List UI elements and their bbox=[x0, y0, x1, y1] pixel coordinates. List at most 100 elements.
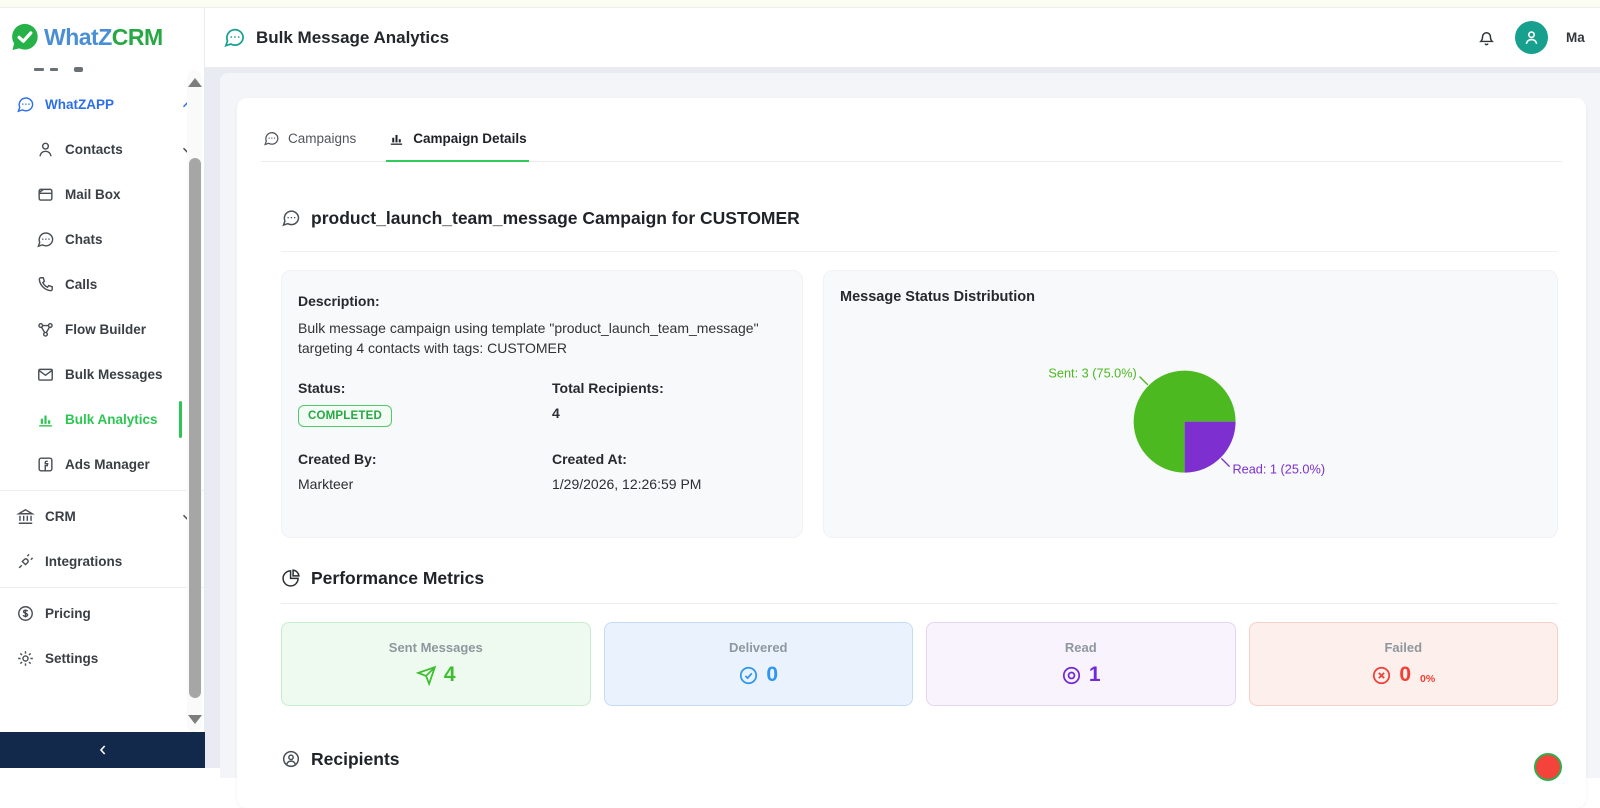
gear-icon bbox=[18, 651, 33, 666]
metric-cards: Sent Messages 4 Delivered 0 bbox=[281, 621, 1558, 706]
scrollbar-thumb[interactable] bbox=[188, 158, 201, 698]
sidebar-divider bbox=[0, 490, 204, 491]
scroll-up-arrow-icon[interactable] bbox=[188, 78, 202, 87]
chat-widget-button[interactable] bbox=[1534, 753, 1562, 781]
bell-icon[interactable] bbox=[1476, 27, 1497, 48]
chevron-left-icon bbox=[99, 745, 105, 755]
whatsapp-check-logo-icon bbox=[12, 23, 38, 50]
main-content: Campaigns Campaign Details product_launc… bbox=[205, 68, 1600, 808]
sidebar-item-whatzapp[interactable]: WhatZAPP bbox=[0, 82, 204, 127]
sidebar-item-label: Bulk Messages bbox=[65, 367, 163, 382]
analytics-card: Campaigns Campaign Details product_launc… bbox=[237, 98, 1586, 808]
plug-icon bbox=[18, 553, 34, 569]
sidebar-item-label: Chats bbox=[65, 232, 103, 247]
mail-icon bbox=[38, 188, 53, 201]
sidebar-item-crm[interactable]: CRM bbox=[0, 494, 204, 539]
person-icon bbox=[1525, 31, 1538, 45]
sidebar-item-label: Flow Builder bbox=[65, 322, 146, 337]
recipients-heading: Recipients bbox=[281, 749, 1558, 770]
sidebar-scrollbar[interactable] bbox=[187, 70, 202, 732]
tab-campaign-details[interactable]: Campaign Details bbox=[386, 124, 529, 162]
top-header: Bulk Message Analytics Ma bbox=[205, 8, 1600, 68]
chat-dots-icon bbox=[37, 232, 54, 248]
bar-chart-icon bbox=[391, 134, 403, 145]
campaign-heading: product_launch_team_message Campaign for… bbox=[281, 208, 1558, 252]
sidebar-item-label: WhatZAPP bbox=[45, 97, 114, 112]
sidebar-item-bulk-analytics[interactable]: Bulk Analytics bbox=[0, 397, 204, 442]
pie-callout-line bbox=[1220, 457, 1231, 467]
sidebar-divider bbox=[0, 587, 204, 588]
sidebar-item-flow-builder[interactable]: Flow Builder bbox=[0, 307, 204, 352]
sidebar-item-contacts[interactable]: Contacts bbox=[0, 127, 204, 172]
status-pie-chart: Sent: 3 (75.0%) Read: 1 (25.0%) bbox=[1048, 365, 1325, 476]
sidebar-item-label: Contacts bbox=[65, 142, 123, 157]
sidebar-item-label: Ads Manager bbox=[65, 457, 150, 472]
performance-title: Performance Metrics bbox=[311, 567, 485, 588]
metric-card-failed: Failed 0 0% bbox=[1248, 621, 1558, 706]
brand-name: WhatZCRM bbox=[44, 23, 163, 50]
sidebar-item-chats[interactable]: Chats bbox=[0, 217, 204, 262]
sidebar-collapse-button[interactable] bbox=[0, 732, 205, 768]
metric-label: Sent Messages bbox=[388, 640, 483, 655]
created-at-label: Created At: bbox=[552, 451, 627, 468]
bar-chart-icon bbox=[39, 415, 52, 427]
pie-slice-read bbox=[1184, 421, 1236, 473]
page-title: Bulk Message Analytics bbox=[256, 27, 450, 47]
bank-icon bbox=[16, 508, 35, 524]
chat-dots-icon bbox=[264, 132, 279, 146]
metric-sub-percent: 0% bbox=[1420, 673, 1436, 685]
total-recipients-value: 4 bbox=[552, 405, 560, 422]
browser-top-strip bbox=[0, 0, 1600, 8]
user-name[interactable]: Ma bbox=[1566, 30, 1585, 45]
chart-title: Message Status Distribution bbox=[840, 288, 1035, 305]
send-icon bbox=[415, 665, 437, 686]
sidebar-item-settings[interactable]: Settings bbox=[0, 636, 204, 681]
sidebar-item-label: Settings bbox=[45, 651, 99, 666]
tab-campaigns[interactable]: Campaigns bbox=[261, 124, 358, 161]
campaign-title: product_launch_team_message Campaign for… bbox=[311, 207, 800, 228]
people-circle-icon bbox=[282, 750, 300, 768]
sidebar-item-label: Integrations bbox=[45, 554, 123, 569]
scroll-down-arrow-icon[interactable] bbox=[188, 715, 202, 724]
tab-label: Campaign Details bbox=[413, 131, 527, 146]
pie-callout-line bbox=[1139, 375, 1149, 385]
sidebar-item-label: Calls bbox=[65, 277, 98, 292]
chat-dots-icon bbox=[17, 97, 34, 113]
metric-value: 0 bbox=[1399, 663, 1411, 686]
metric-value: 0 bbox=[766, 663, 779, 686]
content-panel: Campaigns Campaign Details product_launc… bbox=[220, 73, 1600, 808]
created-at-value: 1/29/2026, 12:26:59 PM bbox=[552, 476, 702, 493]
sidebar-item-bulk-messages[interactable]: Bulk Messages bbox=[0, 352, 204, 397]
tab-label: Campaigns bbox=[288, 131, 357, 147]
chat-dots-icon bbox=[224, 28, 244, 48]
status-badge: COMPLETED bbox=[298, 405, 392, 428]
facebook-icon bbox=[38, 457, 53, 472]
avatar[interactable] bbox=[1515, 21, 1548, 54]
phone-icon bbox=[38, 277, 53, 292]
sidebar-item-integrations[interactable]: Integrations bbox=[0, 539, 204, 584]
metric-label: Delivered bbox=[728, 640, 788, 655]
created-by-label: Created By: bbox=[298, 451, 377, 468]
description-text: Bulk message campaign using template "pr… bbox=[298, 319, 759, 356]
sidebar-item-calls[interactable]: Calls bbox=[0, 262, 204, 307]
person-icon bbox=[39, 142, 52, 157]
sidebar-item-label: Bulk Analytics bbox=[65, 412, 158, 427]
sidebar-item-ads-manager[interactable]: Ads Manager bbox=[0, 442, 204, 487]
metric-value: 4 bbox=[443, 663, 456, 686]
chat-dots-icon bbox=[282, 210, 300, 227]
brand-logo[interactable]: WhatZCRM bbox=[0, 8, 204, 62]
check-circle-icon bbox=[740, 666, 758, 684]
sidebar-nav: WhatZAPP Contacts Mail Box Chats Calls F… bbox=[0, 82, 204, 681]
status-distribution-panel: Message Status Distribution Sent: 3 (75.… bbox=[823, 269, 1558, 538]
tab-bar: Campaigns Campaign Details bbox=[261, 124, 1562, 162]
recipients-title: Recipients bbox=[311, 748, 400, 769]
metric-label: Failed bbox=[1384, 640, 1423, 655]
sidebar-item-mail-box[interactable]: Mail Box bbox=[0, 172, 204, 217]
metric-card-read: Read 1 bbox=[926, 621, 1236, 706]
metric-card-delivered: Delivered 0 bbox=[603, 621, 913, 706]
metric-card-sent: Sent Messages 4 bbox=[281, 621, 591, 706]
dollar-circle-icon bbox=[18, 606, 33, 621]
envelope-icon bbox=[38, 368, 53, 381]
pie-chart-icon bbox=[282, 569, 300, 587]
sidebar-item-pricing[interactable]: Pricing bbox=[0, 591, 204, 636]
